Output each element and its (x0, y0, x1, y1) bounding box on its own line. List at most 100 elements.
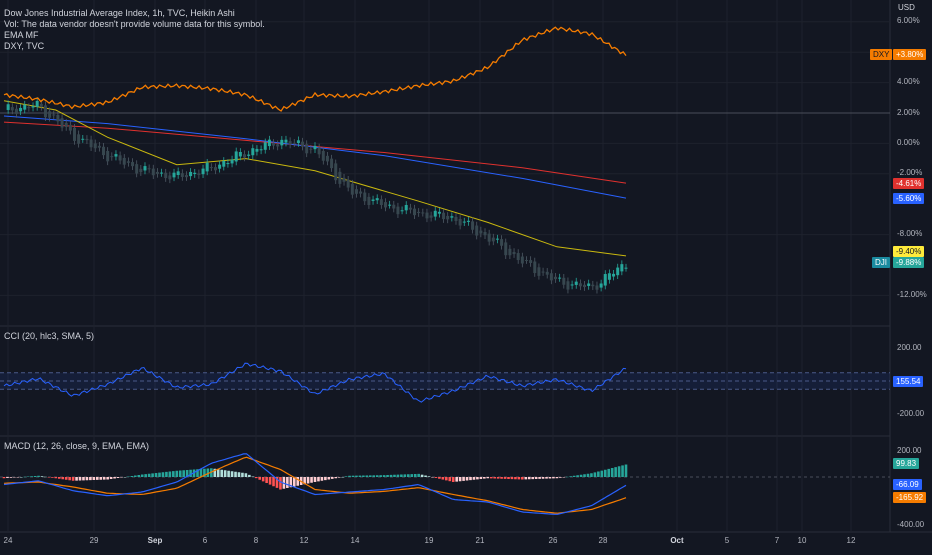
y-tick: -12.00% (897, 290, 927, 299)
dji-candle (226, 163, 230, 165)
dji-candle (383, 202, 387, 208)
dji-candle (475, 225, 479, 236)
macd-histogram-bar (123, 477, 127, 478)
dji-candle (404, 204, 408, 211)
dji-candle (35, 100, 39, 107)
dji-candle (421, 212, 425, 214)
macd-histogram-bar (82, 477, 85, 481)
macd-histogram-bar (130, 476, 134, 477)
dji-candle (126, 161, 130, 163)
macd-histogram-bar (23, 476, 27, 478)
macd-histogram-bar (313, 477, 317, 482)
macd-histogram-bar (600, 470, 604, 477)
dji-candle (392, 204, 396, 209)
macd-signal-line (3, 456, 627, 514)
macd-histogram-bar (486, 477, 490, 479)
macd-histogram-bar (19, 477, 23, 478)
macd-histogram-bar (292, 477, 296, 487)
dji-candle (354, 189, 358, 194)
dji-candle (118, 155, 122, 161)
ema-indicator-label[interactable]: EMA MF (4, 30, 39, 40)
macd-histogram-bar (576, 475, 579, 477)
dji-candle (491, 237, 495, 242)
dji-candle (97, 145, 101, 148)
x-label: 10 (797, 536, 807, 545)
dji-candle (495, 238, 499, 240)
dji-candle (591, 284, 595, 287)
dji-candle (205, 162, 209, 172)
main-title[interactable]: Dow Jones Industrial Average Index, 1h, … (4, 8, 235, 18)
dji-candle (176, 171, 180, 176)
dji-value-tag: -9.88% (893, 257, 925, 268)
macd-title[interactable]: MACD (12, 26, close, 9, EMA, EMA) (4, 441, 150, 451)
macd-histogram-bar (237, 472, 241, 477)
macd-histogram-bar (6, 477, 9, 478)
x-label: 7 (774, 536, 780, 545)
macd-histogram-bar (275, 477, 279, 488)
dji-candle (180, 173, 184, 177)
dji-candle (549, 273, 553, 281)
dji-candle (6, 104, 10, 110)
macd-histogram-tag: 99.83 (893, 458, 920, 469)
dji-candle (587, 283, 591, 286)
macd-histogram-bar (241, 472, 244, 477)
x-label: 21 (475, 536, 485, 545)
macd-histogram-bar (227, 470, 230, 477)
dji-candle (193, 172, 197, 175)
macd-histogram-bar (268, 477, 272, 485)
dji-candle (272, 142, 276, 146)
macd-histogram-bar (51, 477, 54, 478)
macd-histogram-bar (33, 476, 37, 477)
macd-histogram-bar (182, 470, 185, 477)
macd-histogram-bar (196, 469, 199, 477)
dji-candle (19, 107, 23, 112)
macd-histogram-bar (548, 477, 552, 479)
macd-histogram-bar (455, 477, 458, 482)
x-label: 19 (424, 536, 434, 545)
dji-candle (77, 134, 81, 144)
macd-histogram-bar (189, 469, 192, 477)
dji-candle (222, 160, 226, 167)
dji-candle (122, 157, 126, 165)
x-label: 14 (350, 536, 360, 545)
macd-histogram-bar (407, 474, 410, 477)
macd-histogram-bar (396, 474, 400, 477)
macd-histogram-bar (365, 475, 369, 477)
y-tick: 6.00% (897, 16, 920, 25)
dji-candle (209, 167, 213, 169)
macd-histogram-bar (424, 475, 427, 477)
macd-histogram-bar (434, 477, 438, 478)
dji-candle (330, 158, 334, 169)
macd-histogram-bar (441, 477, 445, 480)
macd-histogram-bar (99, 477, 103, 480)
dji-candle (607, 273, 611, 280)
macd-histogram-bar (223, 470, 227, 477)
x-label: 6 (202, 536, 208, 545)
dxy-indicator-label[interactable]: DXY, TVC (4, 41, 45, 51)
x-label: 29 (89, 536, 99, 545)
dji-candle (583, 284, 587, 288)
dji-candle (234, 151, 238, 162)
red-ema-tag: -4.61% (893, 178, 925, 189)
dji-candle (413, 208, 417, 216)
dji-candle (524, 260, 528, 262)
dji-candle (10, 107, 14, 111)
macd-histogram-bar (220, 469, 223, 477)
macd-histogram-bar (469, 477, 472, 481)
macd-histogram-bar (541, 477, 545, 479)
macd-histogram-bar (527, 477, 531, 480)
macd-histogram-bar (420, 474, 424, 477)
cci-title[interactable]: CCI (20, hlc3, SMA, 5) (4, 331, 95, 341)
macd-histogram-bar (151, 473, 154, 477)
currency-label[interactable]: USD (898, 3, 915, 12)
dji-candle (168, 175, 172, 180)
macd-histogram-bar (279, 477, 282, 490)
macd-histogram-bar (144, 474, 147, 477)
macd-histogram-bar (417, 473, 420, 477)
macd-histogram-bar (85, 477, 89, 481)
macd-histogram-bar (372, 475, 376, 477)
dji-candle (143, 166, 147, 171)
dji-candle (574, 281, 578, 285)
